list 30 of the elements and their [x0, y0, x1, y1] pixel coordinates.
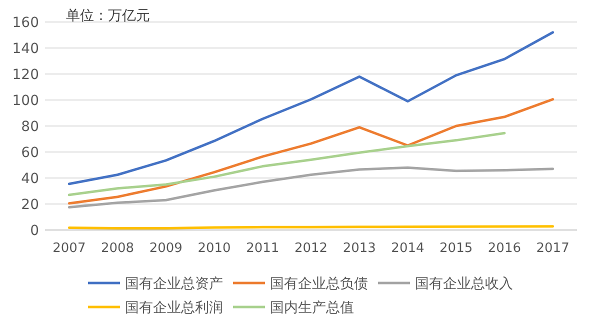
x-tick-label: 2010 — [198, 241, 231, 256]
x-tick-label: 2009 — [149, 241, 182, 256]
legend-label: 国有企业总资产 — [125, 276, 223, 292]
x-tick-label: 2016 — [488, 241, 521, 256]
line-series — [68, 98, 554, 205]
legend-label: 国有企业总负债 — [270, 276, 368, 292]
y-tick-label: 0 — [30, 223, 39, 239]
y-tick-label: 80 — [21, 119, 39, 135]
x-tick-label: 2014 — [391, 241, 424, 256]
y-tick-label: 140 — [12, 41, 39, 57]
line-series — [68, 132, 506, 196]
y-tick-label: 120 — [12, 67, 39, 83]
line-series — [68, 31, 554, 186]
x-tick-label: 2015 — [440, 241, 473, 256]
y-tick-label: 160 — [12, 15, 39, 31]
x-tick-label: 2007 — [52, 241, 86, 256]
x-tick-label: 2012 — [294, 241, 328, 256]
x-tick-label: 2008 — [101, 241, 134, 256]
x-tick-label: 2011 — [246, 241, 280, 256]
legend-label: 国有企业总收入 — [415, 276, 513, 292]
y-tick-label: 60 — [21, 145, 39, 161]
y-tick-label: 100 — [12, 93, 39, 109]
x-tick-label: 2017 — [536, 241, 570, 256]
legend-label: 国内生产总值 — [270, 300, 354, 316]
y-axis-title: 单位：万亿元 — [66, 8, 150, 24]
line-series — [68, 166, 554, 208]
x-tick-label: 2013 — [342, 241, 376, 256]
y-tick-label: 20 — [21, 197, 39, 213]
y-tick-label: 40 — [21, 171, 39, 187]
legend-label: 国有企业总利润 — [125, 300, 223, 316]
